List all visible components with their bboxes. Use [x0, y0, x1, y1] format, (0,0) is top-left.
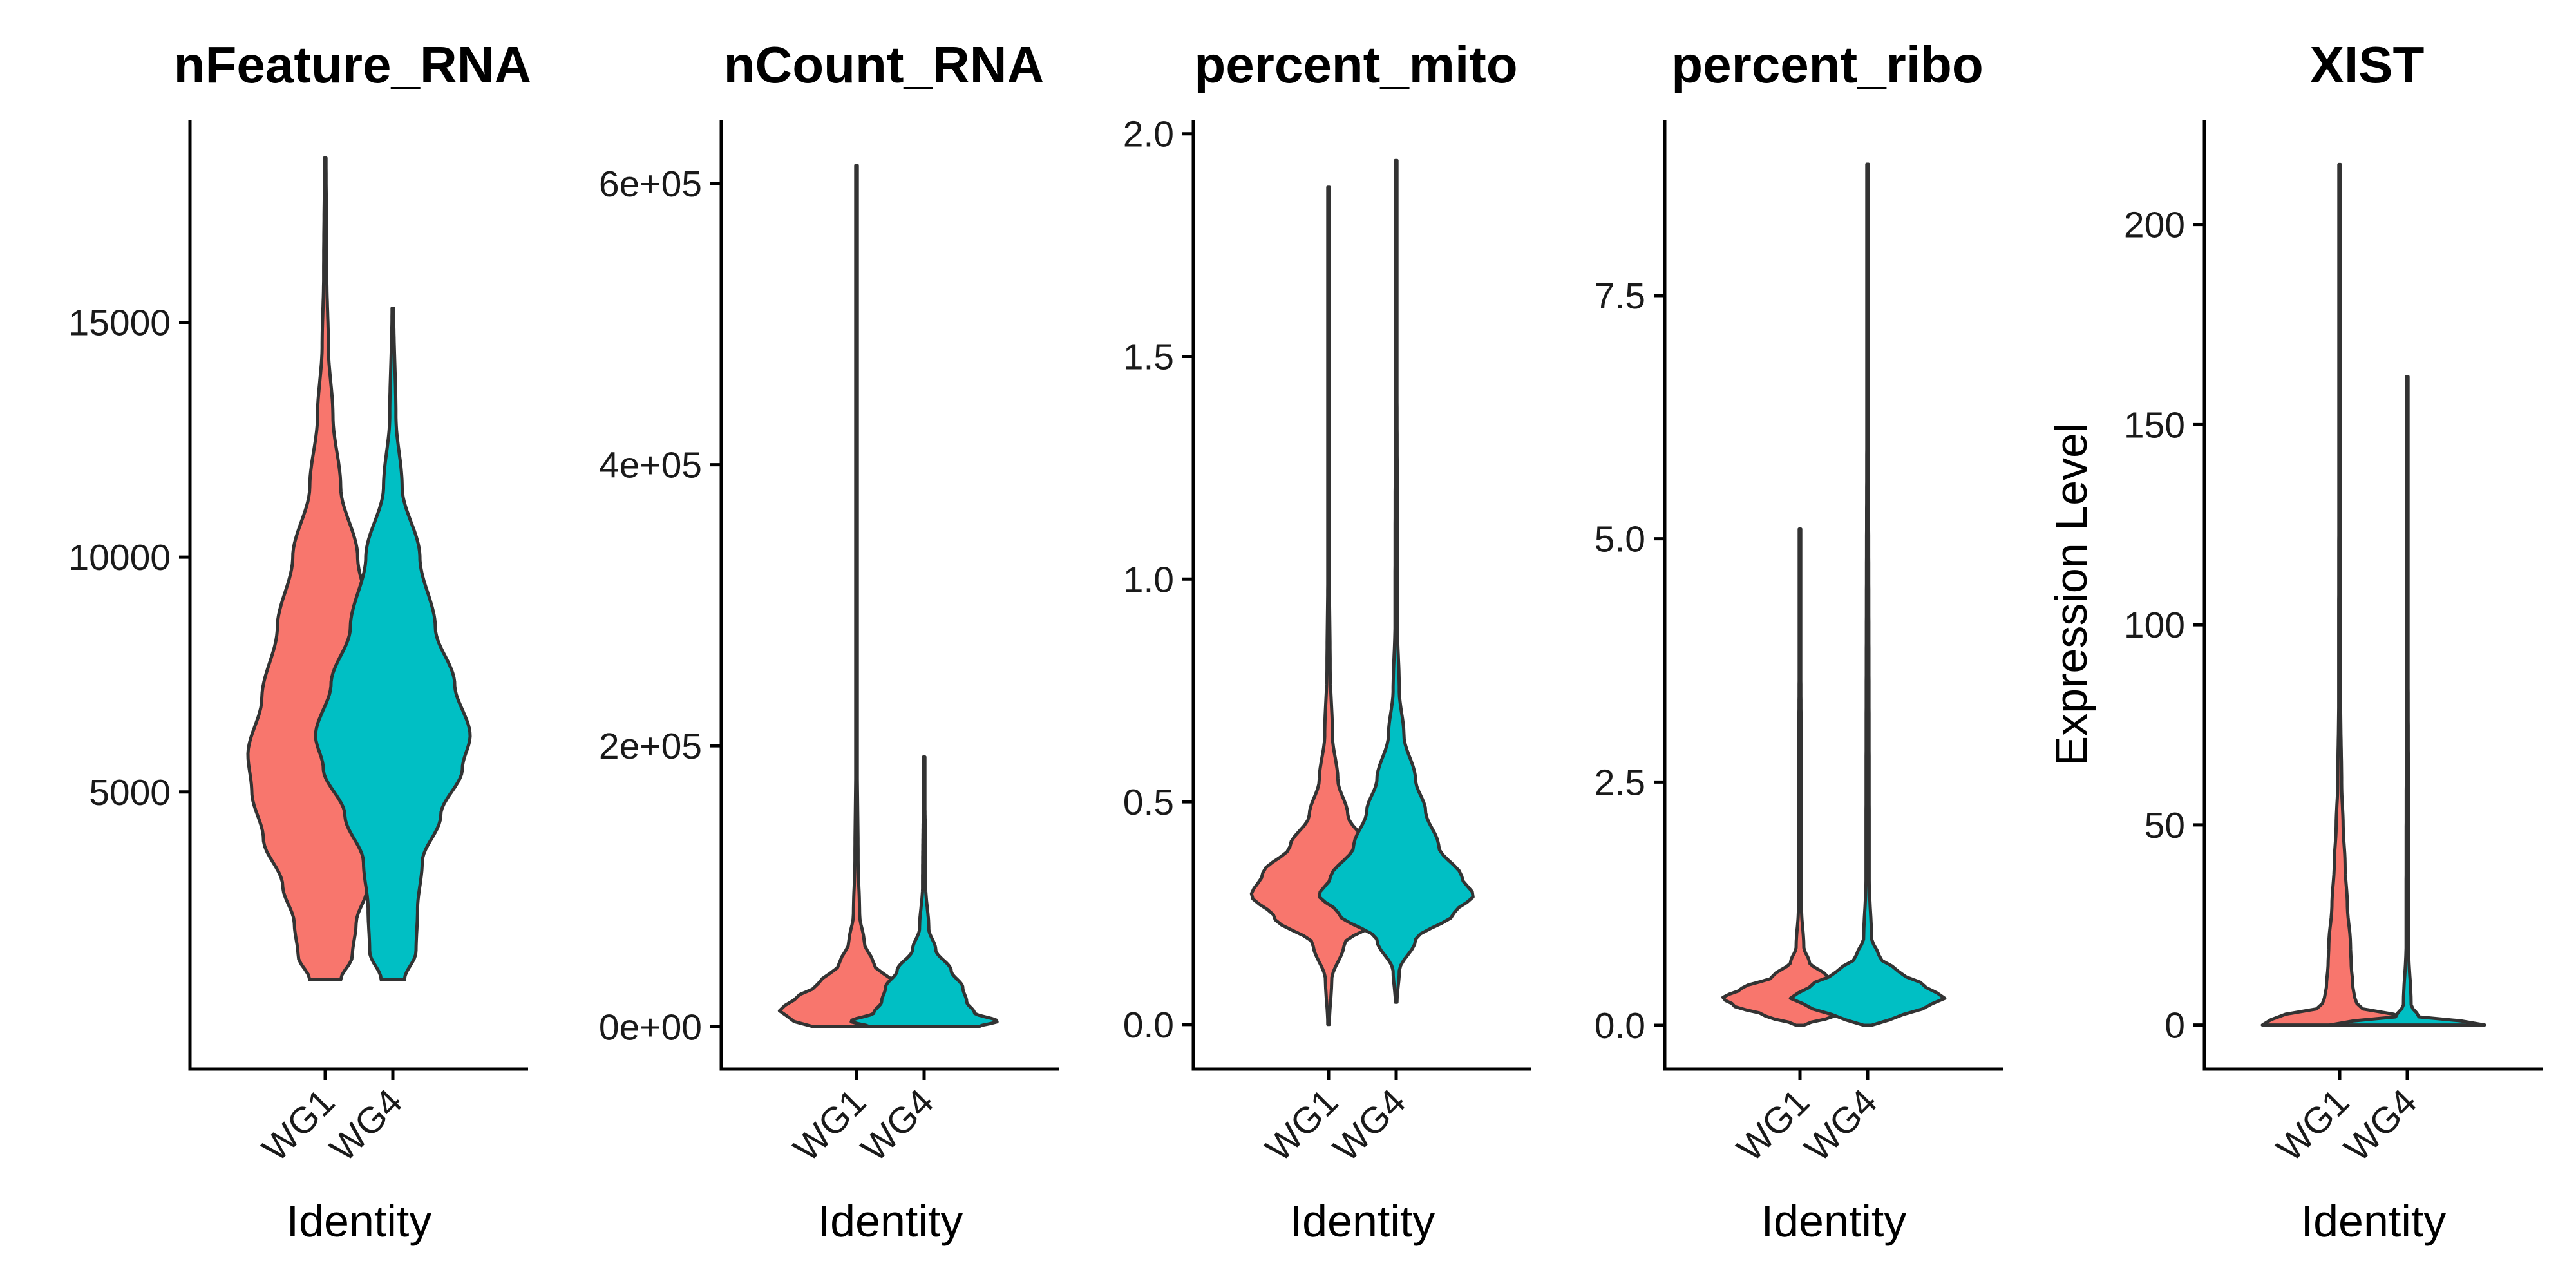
y-tick-label: 4e+05	[599, 445, 702, 486]
y-axis-title: Expression Level	[2046, 422, 2096, 766]
y-tick-label: 7.5	[1595, 276, 1645, 317]
violin-ncount-rna-wg1	[777, 164, 936, 1028]
x-axis-title: Identity	[287, 1196, 432, 1246]
y-tick-label: 5.0	[1595, 519, 1645, 560]
y-tick-label: 2.5	[1595, 762, 1645, 803]
y-tick-label: 0.0	[1123, 1005, 1174, 1046]
y-tick-label: 1.5	[1123, 337, 1174, 378]
x-tick-label-wg4: WG4	[2336, 1081, 2425, 1170]
violin-nfeature-rna-wg4	[314, 307, 472, 981]
violin-percent-mito-wg4	[1318, 158, 1475, 1004]
x-tick-label-wg1: WG1	[254, 1081, 343, 1170]
x-axis-title: Identity	[818, 1196, 963, 1246]
y-tick-label: 50	[2145, 805, 2185, 846]
y-tick-label: 6e+05	[599, 164, 702, 205]
panel-title-percent-ribo: percent_ribo	[1671, 36, 1984, 93]
x-axis-title: Identity	[1761, 1196, 1907, 1246]
y-tick-label: 0.5	[1123, 782, 1174, 823]
y-tick-label: 150	[2124, 404, 2185, 446]
y-tick-label: 200	[2124, 205, 2185, 246]
y-tick-label: 0	[2164, 1005, 2185, 1046]
y-tick-label: 1.0	[1123, 559, 1174, 600]
violin-panels: nFeature_RNA50001000015000WG1WG4Identity…	[68, 36, 2543, 1246]
violin-xist-wg4	[2328, 375, 2486, 1027]
y-tick-label: 0e+00	[599, 1007, 702, 1048]
y-tick-label: 2e+05	[599, 726, 702, 767]
x-axis-title: Identity	[2301, 1196, 2447, 1246]
panel-title-percent-mito: percent_mito	[1194, 36, 1517, 93]
panel-title-nfeature-rna: nFeature_RNA	[174, 36, 532, 93]
x-tick-label-wg4: WG4	[853, 1081, 942, 1170]
x-tick-label-wg4: WG4	[322, 1081, 410, 1170]
panel-title-xist: XIST	[2310, 36, 2425, 93]
violin-xist-wg1	[2260, 162, 2419, 1027]
y-tick-label: 15000	[68, 303, 171, 344]
x-tick-label-wg1: WG1	[1258, 1081, 1346, 1170]
y-tick-label: 100	[2124, 605, 2185, 646]
panel-title-ncount-rna: nCount_RNA	[724, 36, 1045, 93]
x-axis-title: Identity	[1290, 1196, 1435, 1246]
x-tick-label-wg1: WG1	[786, 1081, 874, 1170]
violin-percent-ribo-wg4	[1788, 162, 1947, 1027]
y-tick-label: 0.0	[1595, 1005, 1645, 1046]
y-tick-label: 2.0	[1123, 114, 1174, 155]
x-tick-label-wg4: WG4	[1325, 1081, 1414, 1170]
violin-percent-ribo-wg1	[1721, 527, 1879, 1027]
x-tick-label-wg4: WG4	[1797, 1081, 1885, 1170]
violin-ncount-rna-wg4	[849, 755, 999, 1028]
x-tick-label-wg1: WG1	[2269, 1081, 2357, 1170]
y-tick-label: 5000	[89, 772, 171, 813]
x-tick-label-wg1: WG1	[1729, 1081, 1817, 1170]
violin-percent-mito-wg1	[1249, 185, 1408, 1027]
y-tick-label: 10000	[68, 537, 171, 578]
